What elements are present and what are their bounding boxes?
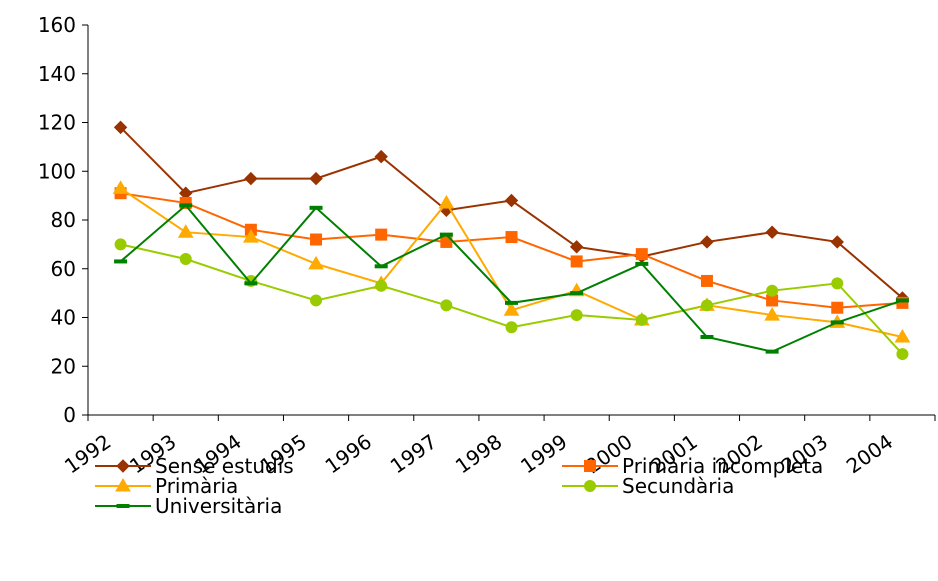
data-point: [700, 299, 713, 312]
data-point: [375, 279, 388, 292]
data-point: [765, 225, 779, 239]
data-point: [112, 180, 129, 194]
legend-label: Universitària: [155, 494, 282, 518]
x-tick-label: 1999: [516, 429, 571, 478]
x-tick-label: 1997: [386, 429, 441, 478]
data-point: [310, 233, 323, 246]
data-point: [114, 259, 128, 264]
y-tick-label: 120: [38, 111, 76, 135]
data-point: [243, 229, 259, 243]
data-point: [114, 238, 127, 251]
y-tick-label: 60: [51, 257, 76, 281]
y-tick-label: 160: [38, 13, 76, 37]
data-point: [310, 294, 323, 307]
y-tick-label: 20: [51, 354, 76, 378]
legend-marker: [115, 478, 131, 492]
data-point: [635, 261, 649, 266]
x-tick-label: 1992: [60, 429, 115, 478]
series-line: [119, 126, 904, 299]
legend-label: Primària: [155, 474, 238, 498]
data-point: [700, 274, 713, 287]
y-tick-label: 140: [38, 62, 76, 86]
data-point: [505, 321, 518, 334]
data-point: [831, 277, 844, 290]
data-point: [309, 205, 323, 210]
legend-marker: [116, 459, 130, 473]
series-line: [120, 192, 903, 309]
data-point: [177, 224, 194, 238]
data-point: [438, 194, 455, 209]
data-point: [244, 281, 258, 286]
legend-marker: [116, 504, 130, 508]
data-point: [831, 301, 844, 314]
data-point: [505, 231, 518, 244]
data-point: [895, 298, 909, 303]
y-tick-label: 40: [51, 306, 76, 330]
data-point: [700, 235, 714, 249]
series-line: [120, 243, 904, 355]
data-point: [635, 313, 648, 326]
data-point: [504, 193, 519, 208]
data-point: [440, 299, 453, 312]
legend-label: Primària incompleta: [622, 454, 823, 478]
data-point: [309, 171, 323, 186]
data-point: [179, 253, 192, 265]
data-point: [374, 264, 388, 269]
data-point: [635, 248, 648, 261]
data-point: [375, 228, 388, 241]
y-tick-label: 80: [51, 208, 76, 232]
data-point: [700, 335, 714, 339]
data-point: [764, 307, 780, 321]
legend-marker: [584, 460, 596, 472]
legend-marker: [584, 480, 596, 492]
data-point: [830, 320, 844, 325]
data-point: [766, 284, 779, 297]
data-point: [570, 291, 584, 296]
x-tick-label: 2004: [842, 429, 897, 478]
data-point: [179, 203, 193, 208]
y-tick-label: 100: [38, 159, 76, 183]
data-point: [570, 255, 583, 268]
data-point: [569, 240, 584, 254]
legend-label: Secundària: [622, 474, 734, 498]
data-point: [505, 300, 518, 305]
data-point: [244, 171, 258, 186]
data-point: [765, 349, 779, 354]
y-tick-label: 0: [63, 403, 76, 427]
data-point: [113, 120, 128, 135]
x-tick-label: 1996: [321, 429, 376, 478]
data-point: [570, 309, 583, 322]
data-point: [830, 235, 844, 249]
data-point: [894, 329, 911, 343]
x-tick-label: 1998: [451, 429, 506, 478]
data-point: [503, 302, 520, 316]
data-point: [439, 232, 453, 237]
data-point: [308, 255, 324, 270]
data-point: [179, 196, 192, 209]
data-point: [896, 348, 909, 361]
legend-label: Sense estudis: [155, 454, 294, 478]
data-point: [374, 149, 388, 164]
